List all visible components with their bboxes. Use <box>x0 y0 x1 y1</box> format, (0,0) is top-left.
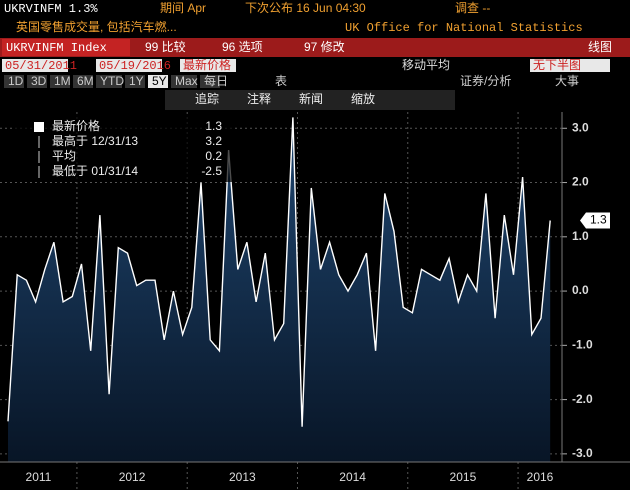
legend-name: 最低于 01/31/14 <box>52 164 138 178</box>
x-tick-label: 2014 <box>339 470 366 484</box>
period-button-bg[interactable] <box>171 75 197 88</box>
period-button[interactable]: 5Y <box>152 74 167 88</box>
events-button[interactable]: 大事 <box>555 74 579 88</box>
y-tick-label: -2.0 <box>572 392 593 406</box>
legend-name: 最新价格 <box>52 118 100 133</box>
period-button[interactable]: 3D <box>31 74 47 88</box>
period-button[interactable]: 1D <box>8 74 24 88</box>
security-box[interactable] <box>2 39 130 56</box>
y-tick-label: 3.0 <box>572 120 589 134</box>
legend-box <box>14 116 234 182</box>
menu-item[interactable]: 97 修改 <box>304 39 345 54</box>
legend-name: 最高于 12/31/13 <box>52 133 138 148</box>
security[interactable]: UKRVINFM Index <box>6 41 107 55</box>
period-buttons: 1D 3D 1M 6M YTD 1Y 5Y Max 每日 <box>4 73 228 88</box>
period-button[interactable]: 1Y <box>129 74 144 88</box>
analysis-button[interactable]: 证券/分析 <box>460 73 511 88</box>
end-date[interactable]: 05/19/2016 <box>99 59 171 73</box>
lower-panel[interactable]: 无下半图 <box>533 58 581 72</box>
field-box[interactable] <box>180 59 236 72</box>
period-button-bg[interactable] <box>50 75 70 88</box>
tool[interactable]: 注释 <box>247 91 271 106</box>
period-button-bg[interactable] <box>125 75 145 88</box>
y-tick-label: 0.0 <box>572 283 589 297</box>
period-button-bg[interactable] <box>27 75 47 88</box>
y-tick-label: 2.0 <box>572 175 589 189</box>
tool[interactable]: 缩放 <box>351 91 375 106</box>
field[interactable]: 最新价格 <box>183 57 231 72</box>
y-tick-label: -1.0 <box>572 338 593 352</box>
lower-box[interactable] <box>530 59 610 72</box>
tool[interactable]: 新闻 <box>299 91 323 106</box>
period-button[interactable]: 每日 <box>204 73 228 88</box>
last-value-tag <box>580 212 610 229</box>
menu-bar <box>0 38 630 57</box>
x-tick-label: 2013 <box>229 470 256 484</box>
period-button[interactable]: Max <box>175 74 198 88</box>
ticker: UKRVINFM 1.3% <box>4 2 98 16</box>
menu-item[interactable]: 99 比较 <box>145 39 186 54</box>
date-box[interactable] <box>96 59 162 72</box>
y-tick-label: -3.0 <box>572 446 593 460</box>
plot: 3.0 2.0 1.0 0.0 -1.0 -2.0 -3.0 2011 2012 2013 2014… <box>0 112 610 490</box>
tool[interactable]: 追踪 <box>195 91 219 106</box>
period-button[interactable]: 1M <box>54 74 71 88</box>
period: 期间 Apr <box>160 1 206 15</box>
toolbar <box>165 90 455 110</box>
menu-item[interactable]: 96 选项 <box>222 40 263 54</box>
legend-name: 平均 <box>52 149 76 163</box>
chart-type[interactable]: 线图 <box>588 40 612 54</box>
table-button[interactable]: 表 <box>275 74 287 88</box>
period-button[interactable]: 6M <box>77 74 94 88</box>
moving-average[interactable]: 移动平均 <box>402 58 450 72</box>
area <box>8 117 551 463</box>
description: 英国零售成交量, 包括汽车燃... <box>16 19 177 34</box>
x-tick-label: 2012 <box>119 470 146 484</box>
legend-value: 1.3 <box>205 119 222 133</box>
period-button[interactable]: YTD <box>100 74 124 88</box>
source: UK Office for National Statistics <box>345 21 583 35</box>
toolbar-items: 追踪 注释 新闻 缩放 <box>195 91 375 106</box>
legend-swatch <box>34 122 44 132</box>
legend-value: 0.2 <box>205 149 222 163</box>
survey: 调查 -- <box>455 1 490 15</box>
x-tick-label: 2016 <box>527 470 554 484</box>
legend-value: 3.2 <box>205 134 222 148</box>
period-button-bg[interactable] <box>148 75 168 88</box>
last-value-label: 1.3 <box>590 213 607 227</box>
next-release: 下次公布 16 Jun 04:30 <box>245 1 366 15</box>
period-button-bg[interactable] <box>4 75 24 88</box>
period-button-bg[interactable] <box>200 75 220 88</box>
y-tick-label: 1.0 <box>572 229 589 243</box>
date-box[interactable] <box>2 59 68 72</box>
x-tick-label: 2011 <box>26 470 52 484</box>
line <box>7 117 551 427</box>
legend-value: -2.5 <box>201 164 222 178</box>
x-tick-label: 2015 <box>450 470 477 484</box>
period-button-bg[interactable] <box>96 75 122 88</box>
period-button-bg[interactable] <box>73 75 93 88</box>
start-date[interactable]: 05/31/2011 <box>5 59 77 73</box>
legend: 最新价格 1.3 最高于 12/31/13 3.2 平均 0.2 最低于 01/31/14 -… <box>34 118 222 178</box>
